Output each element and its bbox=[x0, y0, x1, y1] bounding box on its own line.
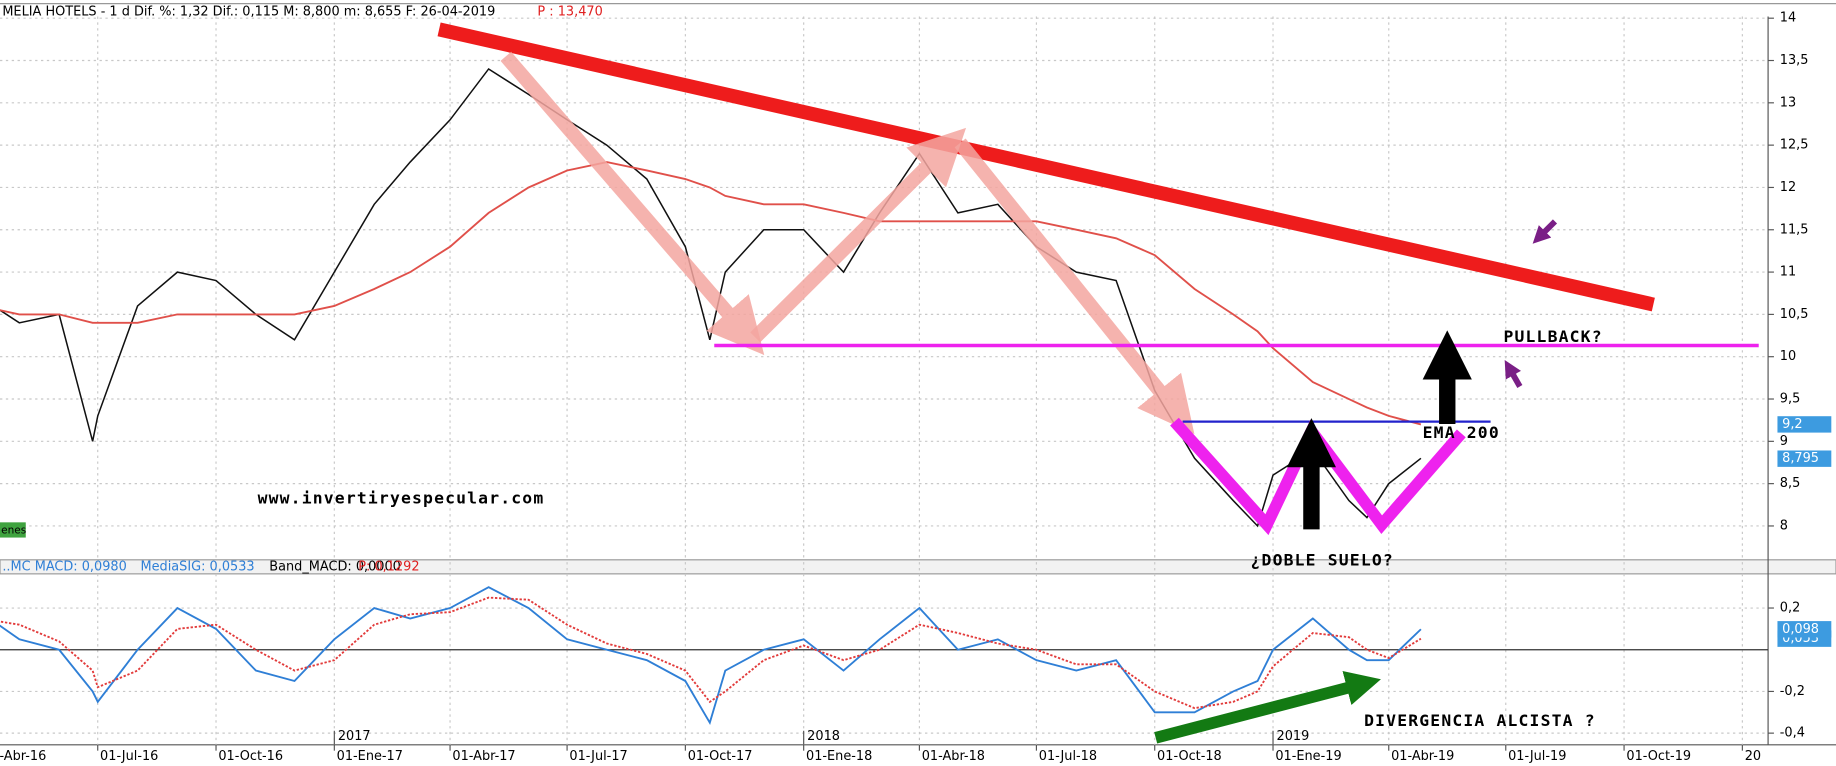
annotation: EMA 200 bbox=[1423, 423, 1500, 442]
macd-panel bbox=[0, 586, 1769, 726]
watermark: www.invertiryespecular.com bbox=[258, 488, 545, 507]
series-line bbox=[0, 161, 1422, 426]
x-tick-label: 01-Oct-18 bbox=[1157, 749, 1222, 764]
annotation: PULLBACK? bbox=[1503, 327, 1602, 346]
y-tick-label: 12,5 bbox=[1780, 138, 1809, 153]
x-tick-label: 01-Oct-17 bbox=[688, 749, 753, 764]
y-tick-label: -0,4 bbox=[1780, 726, 1805, 741]
macd-header: P: 0,1292 bbox=[358, 559, 419, 574]
year-tick-label: 2017 bbox=[338, 729, 371, 744]
y-tick-label: 10,5 bbox=[1780, 307, 1809, 322]
x-tick-label: 01-Jul-18 bbox=[1039, 749, 1097, 764]
price-tag-label: 9,2 bbox=[1782, 417, 1802, 432]
x-tick-label: 01-Ene-18 bbox=[806, 749, 872, 764]
pointer-arrow bbox=[1504, 359, 1523, 388]
x-tick-label: 01-Jul-16 bbox=[100, 749, 158, 764]
volume-tag-label: enes bbox=[1, 525, 26, 537]
x-tick-label: 01-Jul-17 bbox=[569, 749, 627, 764]
x-tick-label: 01-Ene-19 bbox=[1275, 749, 1341, 764]
annotation: ¿DOBLE SUELO? bbox=[1251, 550, 1394, 569]
y-tick-label: 11 bbox=[1780, 265, 1796, 280]
x-tick-label: 01-Abr-16 bbox=[0, 749, 46, 764]
price-tag-label: 8,795 bbox=[1782, 451, 1819, 466]
macd-header: Band_MACD: 0,0000 bbox=[269, 559, 401, 574]
year-tick-label: 2019 bbox=[1277, 729, 1310, 744]
x-tick-label: 01-Oct-19 bbox=[1626, 749, 1691, 764]
divergence-arrow bbox=[1154, 671, 1381, 744]
x-tick-label: 01-Abr-19 bbox=[1391, 749, 1454, 764]
x-tick-label: 01-Ene-17 bbox=[337, 749, 403, 764]
y-tick-label: 11,5 bbox=[1780, 222, 1809, 237]
chart-title: MELIA HOTELS - 1 d Dif. %: 1,32 Dif.: 0,… bbox=[2, 4, 495, 19]
y-tick-label: 10 bbox=[1780, 349, 1796, 364]
price-tag bbox=[1777, 450, 1832, 467]
grid-layer bbox=[0, 16, 1769, 745]
y-tick-label: 13,5 bbox=[1780, 53, 1809, 68]
annotation: DIVERGENCIA ALCISTA ? bbox=[1364, 711, 1596, 730]
x-tick-label: 01-Abr-18 bbox=[922, 749, 985, 764]
series-line bbox=[0, 596, 1422, 710]
resistance-trendline bbox=[437, 22, 1655, 312]
x-tick-label: 01-Oct-16 bbox=[218, 749, 283, 764]
y-tick-label: 9 bbox=[1780, 434, 1788, 449]
pointer-arrow bbox=[1532, 219, 1558, 244]
y-tick-label: -0,2 bbox=[1780, 684, 1805, 699]
overlay: enes www.invertiryespecular.com ¿DOBLE S… bbox=[0, 22, 1759, 744]
y-tick-label: 12 bbox=[1780, 180, 1796, 195]
x-tick-label: 01-Jul-19 bbox=[1508, 749, 1566, 764]
y-tick-label: 8 bbox=[1780, 518, 1788, 533]
panel-divider bbox=[0, 559, 1836, 575]
y-tick-label: 9,5 bbox=[1780, 392, 1800, 407]
swing-arrow bbox=[750, 127, 967, 343]
price-tag bbox=[1777, 621, 1832, 638]
y-tick-label: 14 bbox=[1780, 11, 1796, 26]
y-tick-label: 8,5 bbox=[1780, 476, 1800, 491]
chart-subtitle: P : 13,470 bbox=[537, 4, 602, 19]
macd-header: MediaSIG: 0,0533 bbox=[141, 559, 255, 574]
x-tick-label: 20 bbox=[1745, 749, 1761, 764]
swing-arrow bbox=[500, 51, 765, 356]
macd-header: ..MC MACD: 0,0980 bbox=[2, 559, 126, 574]
swing-arrow bbox=[954, 138, 1195, 435]
price-tag bbox=[1777, 416, 1832, 433]
price-tag-label: 0,098 bbox=[1782, 622, 1819, 637]
volume-tag bbox=[0, 522, 26, 538]
y-tick-label: 0,2 bbox=[1780, 601, 1800, 616]
y-tick-label: 13 bbox=[1780, 95, 1796, 110]
axis-layer: 8 8,5 9 9,5 10 10,5 11 11,5 12 12,5 13 13,5 14 9,2 8,7… bbox=[0, 11, 1832, 764]
x-tick-label: 01-Abr-17 bbox=[452, 749, 515, 764]
year-tick-label: 2018 bbox=[807, 729, 840, 744]
